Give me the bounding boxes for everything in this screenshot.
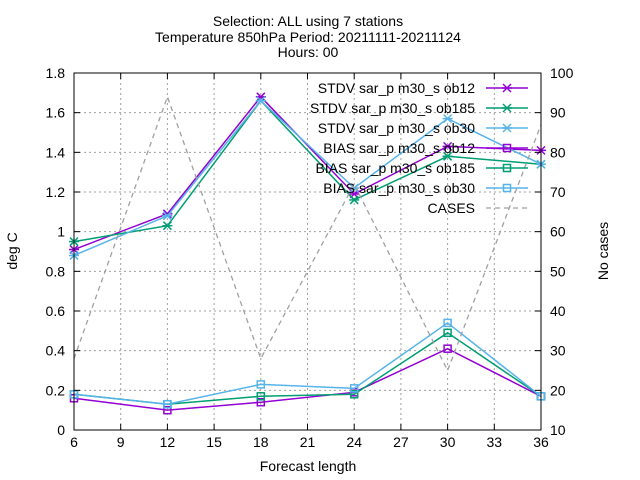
y2-tick-label: 80 xyxy=(550,144,566,160)
y-tick-label: 0.2 xyxy=(46,382,66,398)
legend-marker xyxy=(502,143,512,153)
legend-item: CASES xyxy=(428,200,528,216)
y-tick-label: 1 xyxy=(57,224,65,240)
legend-marker xyxy=(502,183,512,193)
legend-item: BIAS sar_p m30_s ob30 xyxy=(323,180,528,196)
y-axis-label: deg C xyxy=(4,232,20,269)
data-point xyxy=(256,397,266,407)
x-tick-label: 30 xyxy=(440,434,456,450)
x-tick-label: 27 xyxy=(393,434,409,450)
y2-tick-label: 100 xyxy=(550,65,574,81)
legend-marker xyxy=(502,103,512,113)
series-line xyxy=(73,99,542,257)
y-tick-label: 0.4 xyxy=(46,343,66,359)
y2-tick-label: 10 xyxy=(550,422,566,438)
data-point xyxy=(443,318,452,328)
data-point xyxy=(163,405,172,415)
legend-label: BIAS sar_p m30_s ob30 xyxy=(323,180,475,196)
x-tick-label: 24 xyxy=(346,434,362,450)
y-tick-label: 0.6 xyxy=(46,303,66,319)
y2-axis-label: No cases xyxy=(595,222,611,280)
legend-item: STDV sar_p m30_s ob12 xyxy=(318,80,528,96)
title-line-1: Selection: ALL using 7 stations xyxy=(213,13,403,29)
data-point xyxy=(256,392,266,401)
data-point xyxy=(162,221,173,231)
title-line-2: Temperature 850hPa Period: 20211111-2021… xyxy=(155,29,461,45)
y-tick-label: 0.8 xyxy=(46,263,66,279)
data-point xyxy=(442,141,453,151)
x-tick-label: 36 xyxy=(533,434,549,450)
data-point xyxy=(443,344,452,353)
legend-marker xyxy=(502,123,512,133)
x-tick-label: 15 xyxy=(206,434,222,450)
x-axis-label: Forecast length xyxy=(260,458,357,474)
legend-marker xyxy=(502,163,512,173)
legend-label: STDV sar_p m30_s ob30 xyxy=(318,120,475,136)
x-tick-label: 12 xyxy=(160,434,176,450)
data-point xyxy=(163,399,172,409)
y2-tick-label: 20 xyxy=(550,382,566,398)
y2-tick-label: 40 xyxy=(550,303,566,319)
legend-label: BIAS sar_p m30_s ob185 xyxy=(315,160,475,176)
title-line-3: Hours: 00 xyxy=(278,44,339,60)
y-tick-label: 1.8 xyxy=(46,65,66,81)
x-tick-label: 21 xyxy=(300,434,316,450)
legend-label: STDV sar_p m30_s ob12 xyxy=(318,80,475,96)
legend-item: BIAS sar_p m30_s ob185 xyxy=(315,160,528,176)
x-tick-label: 33 xyxy=(487,434,503,450)
series-layer xyxy=(69,92,546,415)
data-point xyxy=(443,328,452,338)
data-point xyxy=(349,384,359,393)
series-line xyxy=(73,99,542,243)
data-point xyxy=(349,183,360,193)
series-line xyxy=(73,347,542,411)
chart-title: Selection: ALL using 7 stations Temperat… xyxy=(155,13,461,60)
y-tick-label: 1.4 xyxy=(46,144,66,160)
y-tick-label: 0 xyxy=(57,422,65,438)
y-tick-label: 1.2 xyxy=(46,184,66,200)
data-point xyxy=(442,114,453,124)
data-point xyxy=(255,96,266,106)
legend-label: STDV sar_p m30_s ob185 xyxy=(310,100,475,116)
y2-tick-label: 70 xyxy=(550,184,566,200)
x-tick-label: 18 xyxy=(253,434,269,450)
legend-label: BIAS sar_p m30_s ob12 xyxy=(323,140,475,156)
x-tick-label: 6 xyxy=(70,434,78,450)
data-point xyxy=(349,390,359,399)
data-point xyxy=(162,211,173,221)
legend: STDV sar_p m30_s ob12 STDV sar_p m30_s ob… xyxy=(310,80,528,216)
data-point xyxy=(349,195,360,205)
series-3 xyxy=(69,96,546,260)
legend-item: STDV sar_p m30_s ob185 xyxy=(310,100,528,116)
legend-label: CASES xyxy=(428,200,475,216)
y2-tick-label: 50 xyxy=(550,263,566,279)
y2-tick-label: 90 xyxy=(550,105,566,121)
series-line xyxy=(73,321,542,405)
y2-tick-label: 60 xyxy=(550,224,566,240)
legend-item: STDV sar_p m30_s ob30 xyxy=(318,120,528,136)
legend-item: BIAS sar_p m30_s ob12 xyxy=(323,140,528,156)
data-point xyxy=(442,151,453,161)
y-tick-label: 1.6 xyxy=(46,105,66,121)
x-tick-label: 9 xyxy=(117,434,125,450)
data-point xyxy=(256,380,266,389)
y2-tick-label: 30 xyxy=(550,343,566,359)
legend-marker xyxy=(502,83,512,93)
axis-ticks: 6 9 12 15 18 21 24 27 30 33 36 0 0.2 0.4 0.6 0.8 1 1.2 1.4… xyxy=(46,65,574,450)
